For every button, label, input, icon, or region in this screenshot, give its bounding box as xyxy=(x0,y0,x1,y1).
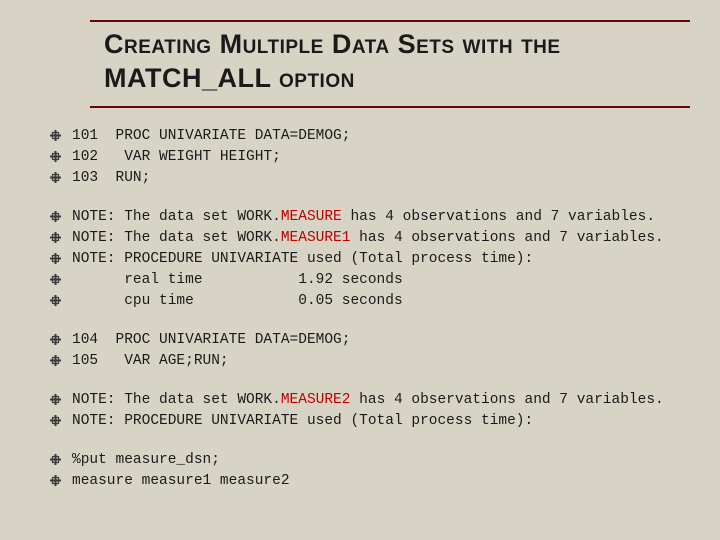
text-segment: NOTE: PROCEDURE UNIVARIATE used (Total p… xyxy=(72,251,533,267)
code-text: cpu time 0.05 seconds xyxy=(72,291,403,311)
spacer xyxy=(50,312,690,330)
bullet-icon xyxy=(50,390,72,405)
text-segment: measure measure1 measure2 xyxy=(72,473,290,489)
code-text: 105 VAR AGE;RUN; xyxy=(72,351,229,371)
code-text: 103 RUN; xyxy=(72,168,150,188)
list-item: NOTE: PROCEDURE UNIVARIATE used (Total p… xyxy=(50,249,690,269)
bullet-icon xyxy=(50,147,72,162)
text-segment: 103 RUN; xyxy=(72,170,150,186)
code-text: 104 PROC UNIVARIATE DATA=DEMOG; xyxy=(72,330,350,350)
list-item: 103 RUN; xyxy=(50,168,690,188)
list-item: 104 PROC UNIVARIATE DATA=DEMOG; xyxy=(50,330,690,350)
highlight-text: MEASURE2 xyxy=(281,392,351,408)
bullet-icon xyxy=(50,411,72,426)
bullet-icon xyxy=(50,450,72,465)
highlight-text: MEASURE xyxy=(281,209,342,225)
code-text: 101 PROC UNIVARIATE DATA=DEMOG; xyxy=(72,126,350,146)
text-segment: NOTE: The data set WORK. xyxy=(72,392,281,408)
bullet-icon xyxy=(50,207,72,222)
list-item: cpu time 0.05 seconds xyxy=(50,291,690,311)
text-segment: %put measure_dsn; xyxy=(72,452,220,468)
list-item: NOTE: PROCEDURE UNIVARIATE used (Total p… xyxy=(50,411,690,431)
text-segment: has 4 observations and 7 variables. xyxy=(342,209,655,225)
text-segment: 104 PROC UNIVARIATE DATA=DEMOG; xyxy=(72,332,350,348)
list-item: real time 1.92 seconds xyxy=(50,270,690,290)
list-item: 102 VAR WEIGHT HEIGHT; xyxy=(50,147,690,167)
list-item: NOTE: The data set WORK.MEASURE2 has 4 o… xyxy=(50,390,690,410)
code-text: NOTE: PROCEDURE UNIVARIATE used (Total p… xyxy=(72,249,533,269)
title-block: Creating Multiple Data Sets with the MAT… xyxy=(90,20,690,108)
text-segment: 102 VAR WEIGHT HEIGHT; xyxy=(72,149,281,165)
list-item: 105 VAR AGE;RUN; xyxy=(50,351,690,371)
text-segment: has 4 observations and 7 variables. xyxy=(350,230,663,246)
bullet-icon xyxy=(50,471,72,486)
spacer xyxy=(50,189,690,207)
list-item: NOTE: The data set WORK.MEASURE1 has 4 o… xyxy=(50,228,690,248)
code-text: NOTE: PROCEDURE UNIVARIATE used (Total p… xyxy=(72,411,533,431)
list-item: measure measure1 measure2 xyxy=(50,471,690,491)
bullet-icon xyxy=(50,291,72,306)
code-text: NOTE: The data set WORK.MEASURE has 4 ob… xyxy=(72,207,655,227)
text-segment: real time 1.92 seconds xyxy=(72,272,403,288)
bullet-icon xyxy=(50,351,72,366)
bullet-icon xyxy=(50,126,72,141)
text-segment: NOTE: PROCEDURE UNIVARIATE used (Total p… xyxy=(72,413,533,429)
spacer xyxy=(50,372,690,390)
list-item: %put measure_dsn; xyxy=(50,450,690,470)
text-segment: 101 PROC UNIVARIATE DATA=DEMOG; xyxy=(72,128,350,144)
code-text: measure measure1 measure2 xyxy=(72,471,290,491)
code-text: NOTE: The data set WORK.MEASURE2 has 4 o… xyxy=(72,390,664,410)
slide: Creating Multiple Data Sets with the MAT… xyxy=(0,0,720,540)
code-text: real time 1.92 seconds xyxy=(72,270,403,290)
highlight-text: MEASURE1 xyxy=(281,230,351,246)
code-text: 102 VAR WEIGHT HEIGHT; xyxy=(72,147,281,167)
text-segment: NOTE: The data set WORK. xyxy=(72,209,281,225)
bullet-icon xyxy=(50,330,72,345)
text-segment: has 4 observations and 7 variables. xyxy=(350,392,663,408)
content-area: 101 PROC UNIVARIATE DATA=DEMOG; 102 VAR … xyxy=(50,126,690,491)
code-text: NOTE: The data set WORK.MEASURE1 has 4 o… xyxy=(72,228,664,248)
code-text: %put measure_dsn; xyxy=(72,450,220,470)
bullet-icon xyxy=(50,168,72,183)
page-title: Creating Multiple Data Sets with the MAT… xyxy=(104,28,676,96)
bullet-icon xyxy=(50,228,72,243)
text-segment: cpu time 0.05 seconds xyxy=(72,293,403,309)
list-item: NOTE: The data set WORK.MEASURE has 4 ob… xyxy=(50,207,690,227)
list-item: 101 PROC UNIVARIATE DATA=DEMOG; xyxy=(50,126,690,146)
text-segment: NOTE: The data set WORK. xyxy=(72,230,281,246)
bullet-icon xyxy=(50,270,72,285)
text-segment: 105 VAR AGE;RUN; xyxy=(72,353,229,369)
bullet-icon xyxy=(50,249,72,264)
spacer xyxy=(50,432,690,450)
